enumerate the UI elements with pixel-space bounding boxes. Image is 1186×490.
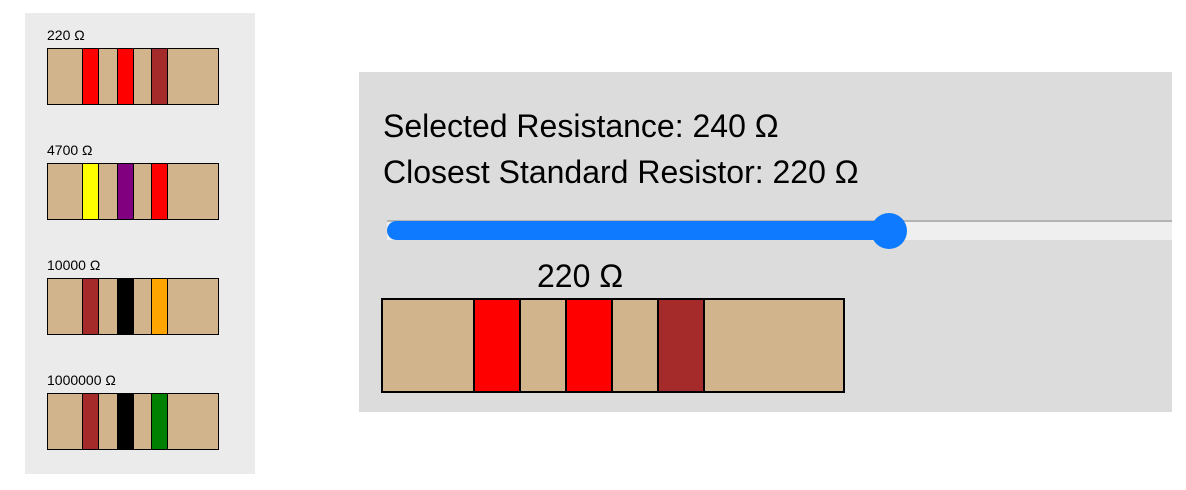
closest-resistor-label: 220 Ω [537,258,624,294]
resistor-label: 4700 Ω [47,142,93,158]
resistor-band [82,164,99,219]
resistor-body [47,278,219,335]
resistor-band [82,279,99,334]
resistor-band [82,394,99,449]
closest-resistor-body [381,298,845,393]
resistor-label: 10000 Ω [47,257,101,273]
resistor-band [82,49,99,104]
resistor-band [565,300,613,391]
resistor-band [151,279,168,334]
resistance-slider-fill [387,221,890,240]
resistor-label: 1000000 Ω [47,372,116,388]
resistor-band [117,49,134,104]
closest-standard-text: Closest Standard Resistor: 220 Ω [383,154,859,190]
resistance-slider-thumb[interactable] [871,213,908,249]
resistor-band [117,164,134,219]
resistor-band [657,300,705,391]
resistor-label: 220 Ω [47,27,85,43]
standard-resistor-list: 220 Ω 4700 Ω 10000 Ω 1000000 Ω [25,13,255,474]
resistor-band [117,279,134,334]
resistor-body [47,163,219,220]
resistor-body [47,393,219,450]
resistor-selector-panel: Selected Resistance: 240 Ω Closest Stand… [359,72,1172,412]
resistor-band [473,300,521,391]
resistor-body [47,48,219,105]
resistor-band [151,394,168,449]
resistor-band [151,49,168,104]
selected-resistance-text: Selected Resistance: 240 Ω [383,108,779,144]
resistor-band [117,394,134,449]
resistor-band [151,164,168,219]
